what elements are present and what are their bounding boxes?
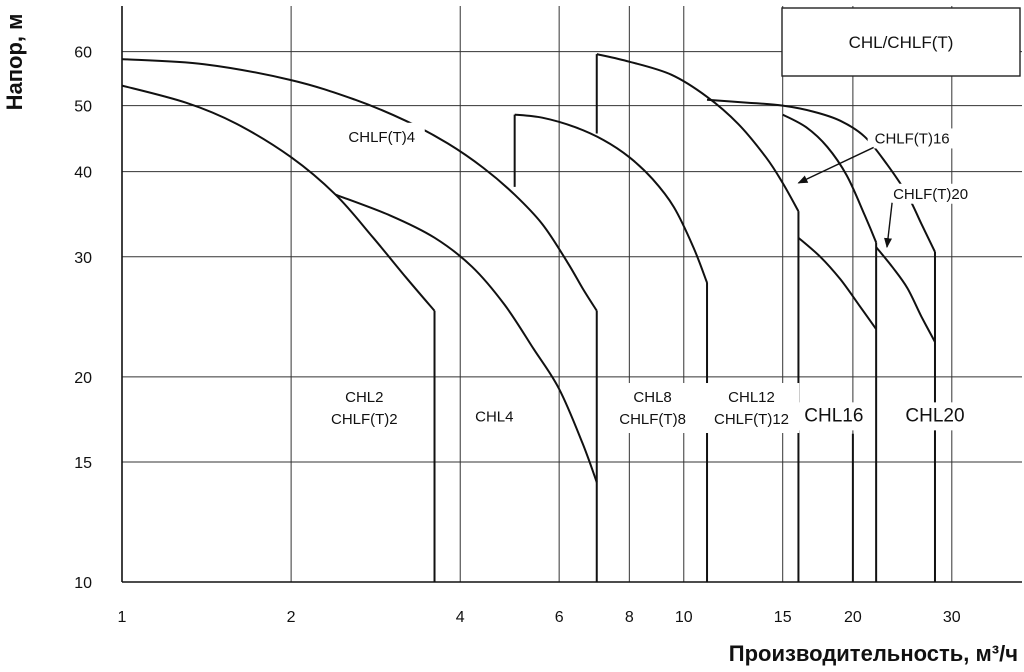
x-tick-label: 20 [844, 609, 862, 626]
y-tick-label: 30 [74, 250, 92, 267]
x-tick-label: 10 [675, 609, 693, 626]
region-label: CHLF(T)2 [331, 411, 398, 428]
series-curve-6 [782, 113, 878, 243]
series-curve-4 [596, 53, 800, 212]
region-labels: CHL2 CHLF(T)2 CHL4 CHL8 CHLF(T)8 CHL12 CHLF(T)… [321, 122, 970, 434]
annotation-arrow [797, 146, 874, 184]
grid [121, 6, 1022, 583]
x-tick-label: 15 [774, 609, 792, 626]
region-label-bg [703, 383, 800, 434]
region-label: CHLF(T)4 [348, 129, 415, 146]
region-label-bg [470, 402, 519, 431]
y-tick-label: 60 [74, 45, 92, 62]
region-label: CHLF(T)12 [714, 411, 789, 428]
series-curve-0 [121, 84, 436, 312]
x-axis-label: Производительность, м³/ч [729, 641, 1018, 666]
x-tick-label: 6 [555, 609, 564, 626]
region-label: CHLF(T)8 [619, 411, 686, 428]
y-tick-label: 10 [74, 575, 92, 592]
series-curve-8 [706, 98, 936, 253]
x-tick-label: 1 [118, 609, 127, 626]
x-tick-label: 4 [456, 609, 465, 626]
region-label-bg [899, 402, 970, 431]
x-tick-label: 8 [625, 609, 634, 626]
annotation-label: CHLF(T)20 [893, 186, 968, 203]
chart-title: CHL/CHLF(T) [849, 33, 954, 52]
region-label: CHL16 [804, 405, 863, 426]
region-label: CHL2 [345, 389, 383, 406]
region-label-bg [321, 383, 408, 434]
series-curve-2 [121, 58, 598, 312]
ticks: 1 2 4 6 8 10 15 20 30 10 15 20 30 40 50 60 [74, 45, 961, 626]
title-box-rect [781, 7, 1021, 77]
annotation-arrow [884, 202, 893, 249]
x-tick-label: 30 [943, 609, 961, 626]
y-tick-label: 50 [74, 99, 92, 116]
annotations: CHLF(T)16 CHLF(T)20 [797, 128, 976, 249]
title-box: CHL/CHLF(T) [781, 7, 1021, 77]
plot-frame [121, 6, 1022, 583]
region-label: CHL8 [633, 389, 671, 406]
region-label: CHL12 [728, 389, 775, 406]
y-tick-label: 15 [74, 455, 92, 472]
annotation-bg [867, 128, 957, 149]
region-label: CHL4 [475, 408, 513, 425]
series-layer [121, 53, 936, 483]
y-axis-label: Напор, м [2, 14, 27, 111]
series-curve-3 [514, 113, 708, 283]
region-label-bg [798, 402, 869, 431]
region-label-bg [338, 122, 425, 151]
region-label: CHL20 [905, 405, 964, 426]
series-curve-7 [875, 246, 936, 343]
y-tick-label: 20 [74, 370, 92, 387]
annotation-label: CHLF(T)16 [875, 130, 950, 147]
annotation-bg [886, 183, 976, 204]
y-tick-label: 40 [74, 165, 92, 182]
region-label-bg [609, 383, 696, 434]
series-curve-5 [797, 236, 877, 330]
x-tick-label: 2 [287, 609, 296, 626]
series-curve-1 [335, 193, 598, 483]
